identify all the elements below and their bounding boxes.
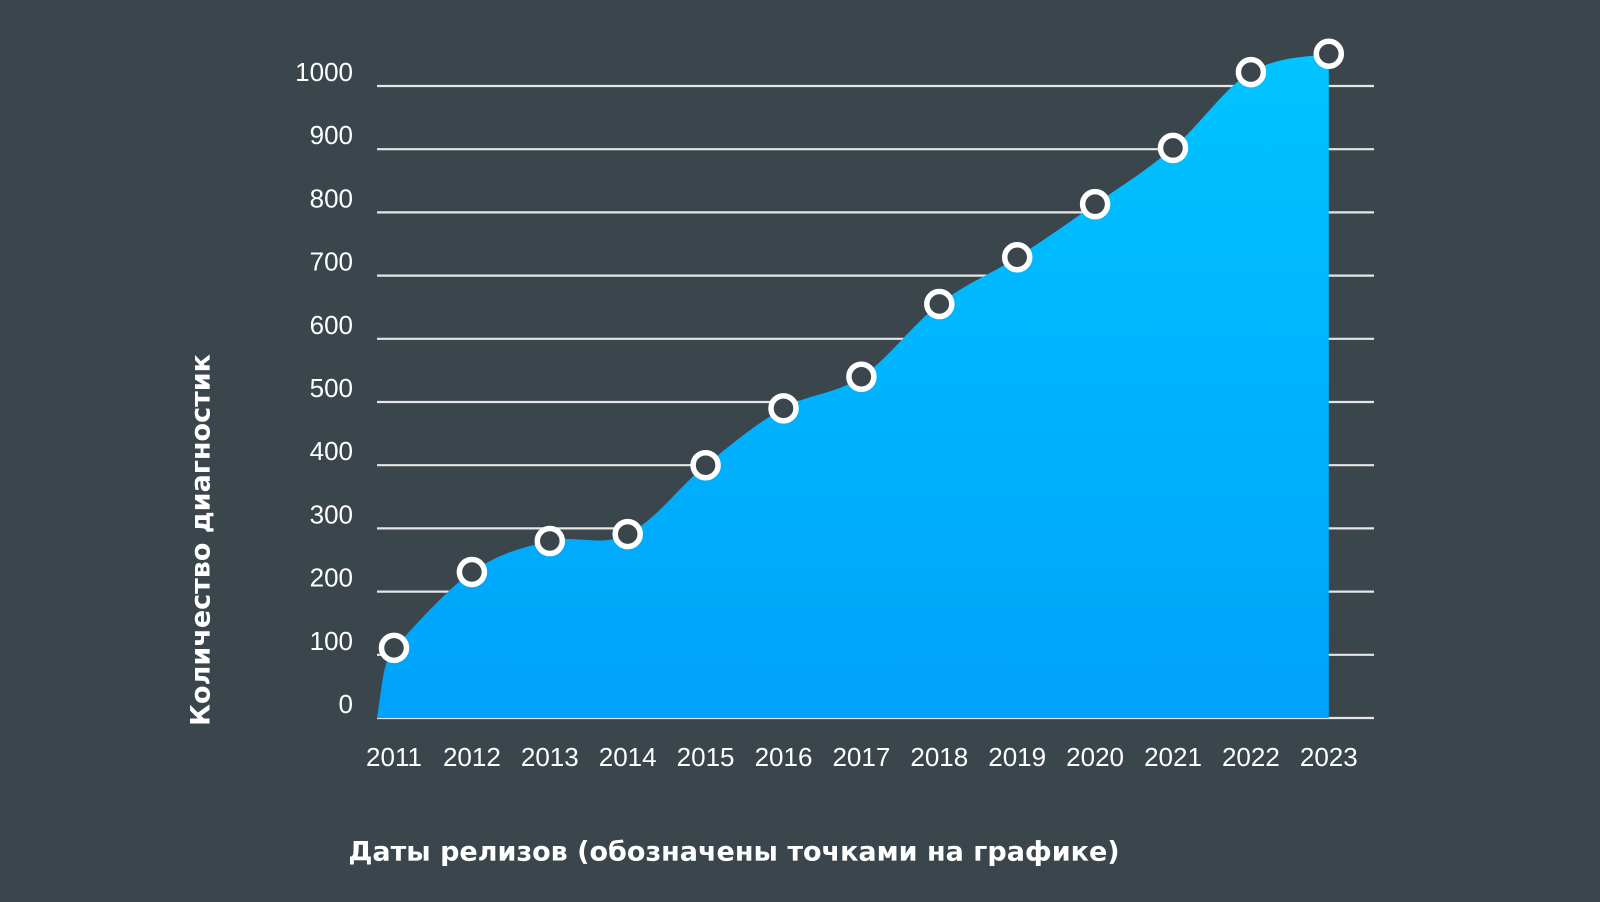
- y-tick-label: 900: [310, 120, 353, 150]
- data-point-marker: [768, 393, 799, 424]
- y-tick-label: 300: [310, 499, 353, 529]
- x-axis-ticks: 2011 2012 2013 2014 2015 2016 2017 2018 2019 2020…: [366, 742, 1358, 772]
- y-tick-label: 200: [310, 563, 353, 593]
- y-tick-label: 600: [310, 310, 353, 340]
- x-tick-label: 2020: [1066, 742, 1124, 772]
- y-tick-label: 1000: [295, 57, 353, 87]
- data-point-marker: [378, 632, 410, 664]
- data-point-marker: [924, 288, 955, 320]
- x-tick-label: 2016: [755, 742, 813, 772]
- data-point-marker: [1157, 132, 1189, 164]
- y-tick-label: 100: [310, 626, 353, 656]
- data-point-marker: [1235, 56, 1267, 88]
- data-point-marker: [1079, 188, 1111, 220]
- x-tick-label: 2019: [988, 742, 1046, 772]
- x-tick-label: 2021: [1144, 742, 1202, 772]
- x-tick-label: 2023: [1300, 742, 1358, 772]
- y-tick-label: 0: [339, 689, 353, 719]
- x-tick-label: 2012: [443, 742, 501, 772]
- x-tick-label: 2015: [677, 742, 735, 772]
- y-tick-label: 800: [310, 183, 353, 213]
- data-point-marker: [846, 361, 877, 392]
- x-tick-label: 2022: [1222, 742, 1280, 772]
- y-tick-label: 400: [310, 436, 353, 466]
- data-point-marker: [534, 525, 566, 557]
- x-tick-label: 2011: [366, 742, 422, 772]
- x-tick-label: 2018: [910, 742, 968, 772]
- x-axis-label: Даты релизов (обозначены точками на граф…: [348, 836, 1120, 868]
- x-tick-label: 2017: [832, 742, 890, 772]
- y-tick-label: 500: [310, 373, 353, 403]
- data-point-marker: [612, 518, 643, 550]
- data-point-markers: [378, 38, 1345, 664]
- y-axis-label: Количество диагностик: [185, 353, 217, 727]
- data-point-marker: [690, 449, 721, 481]
- x-tick-label: 2014: [599, 742, 657, 772]
- data-point-marker: [1001, 242, 1033, 273]
- data-point-marker: [456, 556, 488, 588]
- y-axis-ticks: 0 100 200 300 400 500 600 700 800 900 1000: [295, 57, 353, 719]
- x-tick-label: 2013: [521, 742, 579, 772]
- y-tick-label: 700: [310, 247, 353, 277]
- data-point-marker: [1313, 38, 1345, 70]
